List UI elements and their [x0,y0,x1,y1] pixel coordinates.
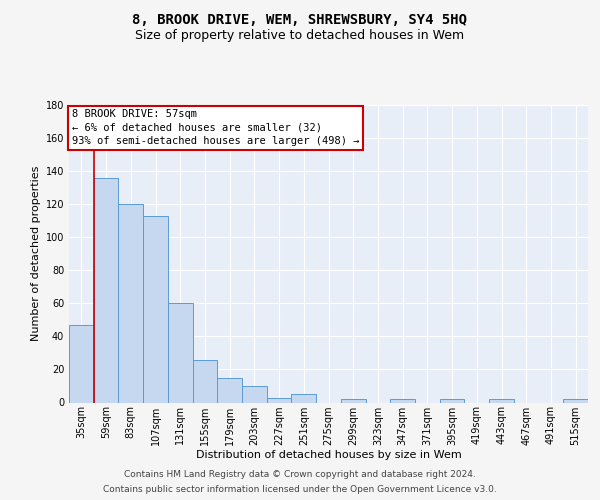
Bar [292,394,316,402]
Bar [489,399,514,402]
Bar [193,360,217,403]
Bar [217,378,242,402]
Text: 8, BROOK DRIVE, WEM, SHREWSBURY, SY4 5HQ: 8, BROOK DRIVE, WEM, SHREWSBURY, SY4 5HQ [133,12,467,26]
Bar [143,216,168,402]
Bar [341,399,365,402]
Bar [118,204,143,402]
Bar [242,386,267,402]
Text: 8 BROOK DRIVE: 57sqm
← 6% of detached houses are smaller (32)
93% of semi-detach: 8 BROOK DRIVE: 57sqm ← 6% of detached ho… [71,110,359,146]
Bar [267,398,292,402]
Bar [563,399,588,402]
Text: Contains HM Land Registry data © Crown copyright and database right 2024.: Contains HM Land Registry data © Crown c… [124,470,476,479]
Bar [94,178,118,402]
Text: Contains public sector information licensed under the Open Government Licence v3: Contains public sector information licen… [103,485,497,494]
Bar [168,304,193,402]
Bar [69,325,94,402]
Bar [390,399,415,402]
Y-axis label: Number of detached properties: Number of detached properties [31,166,41,342]
Bar [440,399,464,402]
Text: Size of property relative to detached houses in Wem: Size of property relative to detached ho… [136,29,464,42]
X-axis label: Distribution of detached houses by size in Wem: Distribution of detached houses by size … [196,450,461,460]
